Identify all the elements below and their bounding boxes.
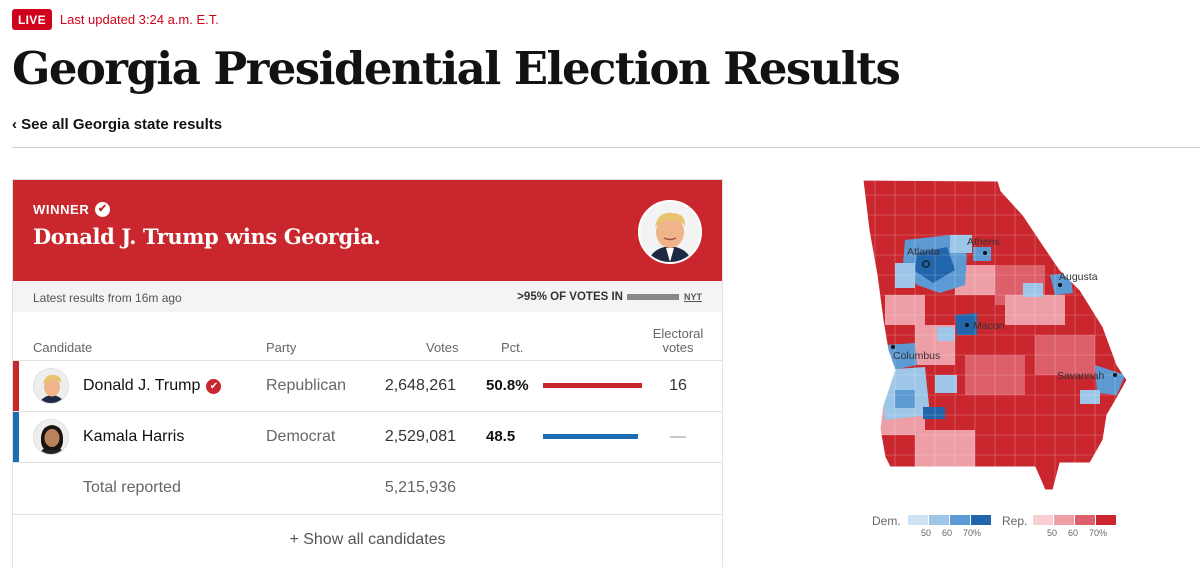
total-label: Total reported — [83, 479, 181, 496]
legend-dem-swatch — [971, 515, 991, 525]
legend-rep-swatch — [1096, 515, 1116, 525]
show-all-candidates-button[interactable]: + Show all candidates — [13, 514, 722, 567]
legend-dem-swatch — [908, 515, 928, 525]
total-row: Total reported 5,215,936 — [13, 462, 722, 514]
legend-rep-tick: 60 — [1068, 528, 1079, 538]
avatar — [33, 368, 69, 404]
results-card: WINNER ✔ Donald J. Trump wins Georgia. L… — [12, 179, 723, 567]
legend-rep-label: Rep. — [1002, 514, 1028, 528]
live-status-line: LIVE Last updated 3:24 a.m. E.T. — [12, 9, 219, 30]
party-stripe — [13, 361, 19, 412]
vote-percent: 48.5 — [486, 428, 516, 445]
candidate-name: Kamala Harris — [83, 428, 184, 446]
header-votes: Votes — [426, 340, 459, 355]
city-marker-macon — [965, 323, 969, 327]
source-link[interactable]: NYT — [684, 292, 702, 302]
header-ev-line1: Electoral — [652, 326, 704, 341]
legend-dem-swatch — [950, 515, 970, 525]
city-marker-atlanta — [922, 260, 930, 268]
page-title: Georgia Presidential Election Results — [12, 42, 901, 95]
winner-banner: WINNER ✔ Donald J. Trump wins Georgia. — [13, 180, 722, 281]
winner-avatar — [638, 200, 702, 264]
vote-count: 2,648,261 — [384, 377, 456, 394]
city-marker-savannah — [1113, 373, 1117, 377]
live-badge: LIVE — [12, 9, 52, 30]
table-row: Kamala Harris Democrat 2,529,081 48.5 — — [13, 411, 722, 463]
candidate-name-text: Donald J. Trump — [83, 377, 201, 394]
party-stripe — [13, 412, 19, 463]
legend-dem-tick: 70% — [963, 528, 982, 538]
header-candidate: Candidate — [33, 340, 93, 355]
legend-dem-label: Dem. — [872, 514, 901, 528]
vote-count: 2,529,081 — [384, 428, 456, 445]
city-label-macon: Macon — [973, 320, 1005, 332]
legend-rep-swatch — [1075, 515, 1095, 525]
city-marker-athens — [983, 251, 987, 255]
legend-rep-swatch — [1033, 515, 1053, 525]
table-row: Donald J. Trump ✔ Republican 2,648,261 5… — [13, 360, 722, 412]
party-name: Republican — [266, 377, 347, 394]
total-votes: 5,215,936 — [384, 479, 456, 496]
check-icon: ✔ — [95, 202, 111, 217]
legend-dem-tick: 60 — [942, 528, 953, 538]
reporting-indicator: >95% OF VOTES IN NYT — [517, 291, 702, 303]
party-name: Democrat — [266, 428, 336, 445]
city-label-columbus: Columbus — [893, 350, 940, 362]
vote-percent: 50.8% — [486, 377, 529, 394]
percent-bar — [543, 434, 638, 439]
city-label-savannah: Savannah — [1057, 370, 1104, 382]
divider — [12, 147, 1200, 148]
header-ev-line2: votes — [662, 340, 694, 355]
legend-dem-tick: 50 — [921, 528, 932, 538]
legend-rep-tick: 70% — [1089, 528, 1108, 538]
winner-check-icon: ✔ — [206, 378, 222, 394]
see-all-state-results-link[interactable]: ‹ See all Georgia state results — [12, 116, 223, 133]
legend-dem-swatch — [929, 515, 949, 525]
city-marker-columbus — [891, 345, 895, 349]
legend-rep-swatch — [1054, 515, 1074, 525]
candidate-name: Donald J. Trump ✔ — [83, 377, 222, 395]
reporting-text: >95% OF VOTES IN — [517, 291, 623, 303]
county-results-map: Atlanta Athens Augusta Macon Columbus Sa… — [862, 179, 1128, 491]
latest-results-text: Latest results from 16m ago — [33, 291, 182, 305]
results-status-bar: Latest results from 16m ago >95% OF VOTE… — [13, 281, 722, 312]
electoral-votes: 16 — [669, 377, 687, 394]
city-label-atlanta: Atlanta — [907, 246, 940, 258]
candidate-name-text: Kamala Harris — [83, 428, 185, 445]
percent-bar — [543, 383, 642, 388]
header-party: Party — [266, 340, 297, 355]
winner-headline: Donald J. Trump wins Georgia. — [33, 224, 381, 249]
city-marker-augusta — [1058, 283, 1062, 287]
header-pct: Pct. — [501, 340, 524, 355]
winner-label: WINNER ✔ — [33, 202, 111, 217]
electoral-votes: — — [670, 428, 686, 445]
legend-rep-tick: 50 — [1047, 528, 1058, 538]
city-label-athens: Athens — [967, 236, 1000, 248]
avatar — [33, 419, 69, 455]
winner-label-text: WINNER — [33, 202, 90, 217]
last-updated-text: Last updated 3:24 a.m. E.T. — [59, 12, 219, 27]
reporting-bar — [627, 294, 679, 300]
city-label-augusta: Augusta — [1059, 271, 1098, 283]
header-electoral-votes: Electoral votes — [643, 327, 713, 355]
